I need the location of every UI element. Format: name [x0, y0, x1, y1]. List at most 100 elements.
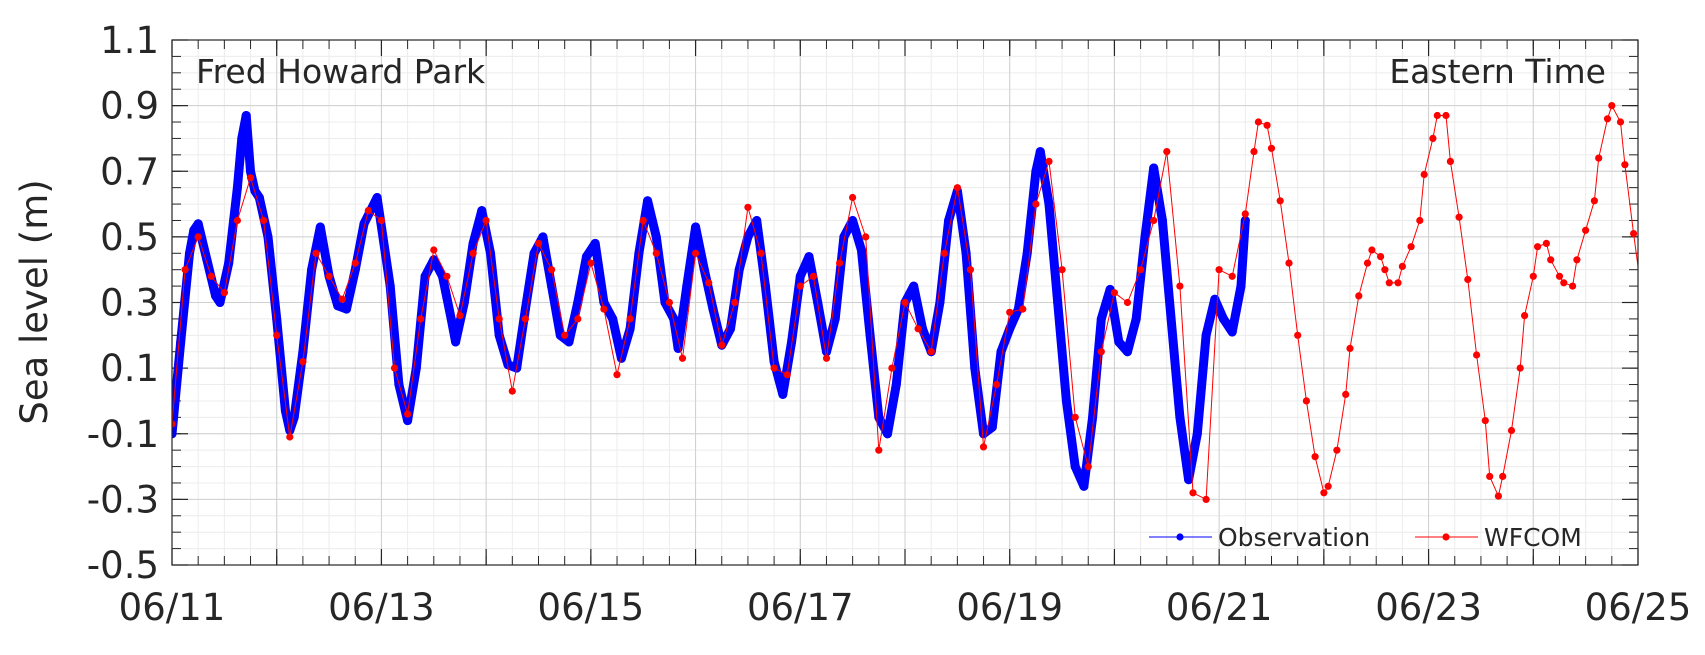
wfcom-point [1124, 299, 1131, 306]
wfcom-point [1264, 122, 1271, 129]
wfcom-point [1189, 489, 1196, 496]
wfcom-point [1434, 112, 1441, 119]
wfcom-point [417, 315, 424, 322]
observation-point [1097, 314, 1106, 323]
y-tick-label: -0.1 [87, 413, 159, 456]
observation-point [643, 196, 652, 205]
wfcom-point [221, 289, 228, 296]
wfcom-point [1163, 148, 1170, 155]
observation-point [874, 413, 883, 422]
wfcom-point [888, 365, 895, 372]
x-tick-label: 06/15 [538, 586, 645, 629]
observation-point [176, 337, 185, 346]
wfcom-point [875, 447, 882, 454]
wfcom-point [1394, 279, 1401, 286]
wfcom-point [365, 207, 372, 214]
wfcom-point [613, 371, 620, 378]
wfcom-point [1325, 483, 1332, 490]
observation-point [796, 272, 805, 281]
wfcom-point [509, 388, 516, 395]
wfcom-point [1696, 269, 1703, 276]
wfcom-point [1482, 417, 1489, 424]
wfcom-point [1277, 197, 1284, 204]
observation-point [848, 216, 857, 225]
observation-point [1062, 396, 1071, 405]
wfcom-point [600, 306, 607, 313]
observation-point [233, 183, 242, 192]
wfcom-point [1617, 118, 1624, 125]
observation-point [909, 282, 918, 291]
observation-point [216, 298, 225, 307]
wfcom-point [1381, 266, 1388, 273]
wfcom-point [1517, 365, 1524, 372]
wfcom-point [1691, 309, 1698, 316]
wfcom-point [1508, 427, 1515, 434]
wfcom-point [1543, 240, 1550, 247]
wfcom-point [1556, 273, 1563, 280]
wfcom-point [1591, 197, 1598, 204]
wfcom-point [1137, 266, 1144, 273]
observation-point [866, 331, 875, 340]
observation-point [1036, 147, 1045, 156]
wfcom-point [1285, 260, 1292, 267]
observation-point [460, 298, 469, 307]
observation-point [1167, 314, 1176, 323]
wfcom-point [757, 250, 764, 257]
wfcom-point [286, 433, 293, 440]
observation-point [1071, 462, 1080, 471]
y-axis-title: Sea level (m) [13, 179, 56, 424]
observation-point [333, 301, 342, 310]
wfcom-point [679, 355, 686, 362]
wfcom-point [653, 250, 660, 257]
wfcom-point [208, 273, 215, 280]
y-tick-label: 0.5 [100, 216, 159, 259]
wfcom-point [1530, 273, 1537, 280]
wfcom-point [1250, 148, 1257, 155]
plot-area [168, 102, 1705, 510]
wfcom-point [1320, 489, 1327, 496]
wfcom-point [1255, 118, 1262, 125]
observation-point [892, 380, 901, 389]
wfcom-point [1312, 453, 1319, 460]
chart-title-left: Fred Howard Park [196, 52, 486, 91]
x-tick-label: 06/17 [747, 586, 854, 629]
wfcom-point [273, 332, 280, 339]
observation-point [1114, 337, 1123, 346]
observation-point [691, 223, 700, 232]
observation-point [1149, 164, 1158, 173]
wfcom-point [1604, 115, 1611, 122]
observation-point [1219, 314, 1228, 323]
observation-point [242, 111, 251, 120]
wfcom-point [1573, 256, 1580, 263]
wfcom-point [640, 217, 647, 224]
wfcom-point [692, 250, 699, 257]
x-tick-label: 06/11 [119, 586, 226, 629]
wfcom-point [1560, 279, 1567, 286]
wfcom-point [1150, 217, 1157, 224]
wfcom-point [483, 217, 490, 224]
observation-point [1202, 331, 1211, 340]
wfcom-point [1346, 345, 1353, 352]
wfcom-point [1639, 296, 1646, 303]
y-tick-label: -0.3 [87, 478, 159, 521]
wfcom-point [1429, 135, 1436, 142]
wfcom-point [980, 443, 987, 450]
wfcom-point [1203, 496, 1210, 503]
wfcom-point [836, 260, 843, 267]
wfcom-point [339, 296, 346, 303]
wfcom-point [391, 365, 398, 372]
wfcom-point [1386, 279, 1393, 286]
legend-observation-label: Observation [1218, 523, 1370, 552]
legend-observation-marker [1176, 533, 1183, 540]
observation-point [237, 134, 246, 143]
observation-point [1045, 200, 1054, 209]
wfcom-point [1495, 493, 1502, 500]
observation-point [857, 246, 866, 255]
wfcom-point [718, 342, 725, 349]
wfcom-point [1377, 253, 1384, 260]
wfcom-point [496, 315, 503, 322]
wfcom-point [627, 315, 634, 322]
legend-wfcom-label: WFCOM [1484, 523, 1582, 552]
